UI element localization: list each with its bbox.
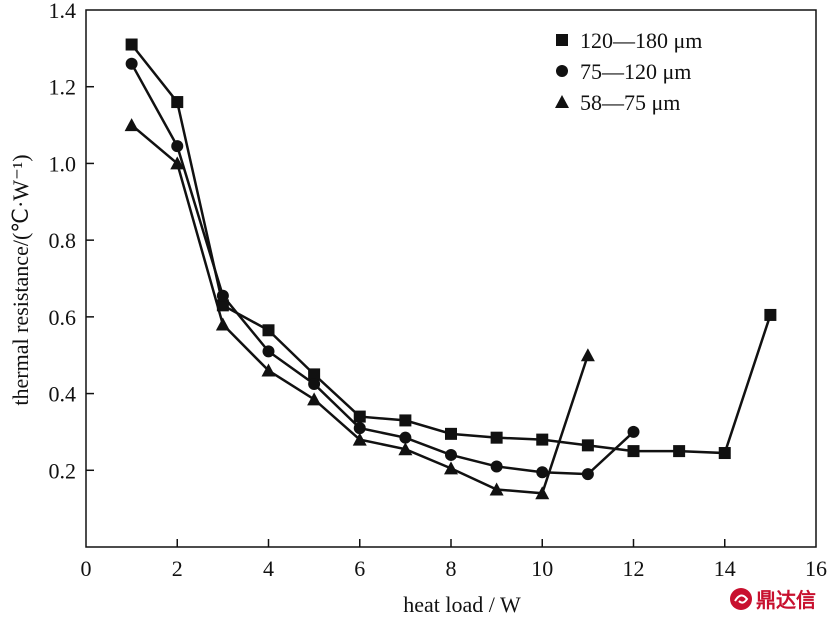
- legend-label-series-2: 75—120 μm: [580, 59, 691, 84]
- x-tick-label: 6: [354, 556, 365, 581]
- data-point-series-3: [170, 156, 185, 170]
- data-point-series-2: [581, 468, 594, 481]
- data-point-series-1: [627, 445, 640, 458]
- watermark: 鼎达信: [730, 588, 816, 612]
- y-tick-label: 0.4: [49, 382, 77, 407]
- data-point-series-1: [308, 368, 321, 381]
- data-point-series-1: [536, 433, 549, 446]
- x-tick-label: 2: [172, 556, 183, 581]
- x-tick-label: 8: [446, 556, 457, 581]
- swirl-logo-icon: [730, 588, 752, 610]
- data-point-series-3: [398, 442, 413, 456]
- y-tick-label: 0.6: [49, 305, 77, 330]
- data-point-series-3: [444, 461, 458, 475]
- x-tick-label: 12: [623, 556, 645, 581]
- data-point-series-2: [399, 431, 412, 444]
- data-point-series-2: [262, 345, 275, 358]
- data-point-series-3: [489, 482, 504, 496]
- data-point-series-3: [124, 118, 139, 132]
- data-point-series-3: [352, 432, 367, 446]
- data-point-series-2: [308, 377, 321, 390]
- x-axis-label: heat load / W: [403, 592, 521, 617]
- data-point-series-2: [125, 57, 138, 70]
- data-point-series-1: [673, 445, 686, 458]
- y-tick-label: 0.8: [49, 228, 77, 253]
- legend-marker-series-1: [556, 34, 568, 46]
- x-tick-label: 14: [714, 556, 736, 581]
- data-point-series-2: [536, 466, 549, 479]
- x-ticks: 0 2 4 6 8 10 12 14 16: [81, 539, 827, 581]
- data-point-series-1: [353, 410, 366, 423]
- data-point-series-1: [262, 324, 275, 337]
- data-point-series-1: [490, 431, 503, 444]
- y-tick-label: 0.2: [49, 458, 77, 483]
- data-point-series-2: [171, 140, 184, 153]
- watermark-text: 鼎达信: [756, 588, 816, 612]
- data-point-series-2: [445, 448, 457, 461]
- series-markers: [124, 38, 777, 500]
- y-axis-label: thermal resistance/(℃·W⁻¹): [8, 154, 33, 405]
- data-point-series-3: [535, 486, 550, 500]
- legend-marker-series-2: [556, 65, 568, 77]
- data-point-series-1: [764, 308, 777, 321]
- data-point-series-1: [445, 427, 457, 440]
- data-point-series-2: [490, 460, 503, 473]
- y-tick-label: 1.4: [49, 0, 77, 23]
- data-point-series-1: [581, 439, 594, 452]
- data-point-series-1: [171, 96, 184, 109]
- data-point-series-2: [353, 422, 366, 435]
- data-point-series-2: [216, 289, 229, 302]
- data-point-series-3: [580, 348, 595, 362]
- swirl-logo-mark: [734, 594, 749, 604]
- x-tick-label: 0: [81, 556, 92, 581]
- x-tick-label: 16: [805, 556, 827, 581]
- x-tick-label: 4: [263, 556, 274, 581]
- y-tick-label: 1.2: [49, 75, 77, 100]
- data-point-series-3: [261, 363, 276, 377]
- data-point-series-1: [399, 414, 412, 427]
- legend-marker-series-3: [555, 95, 569, 108]
- data-point-series-2: [627, 425, 640, 438]
- y-tick-label: 1.0: [49, 151, 77, 176]
- legend-label-series-1: 120—180 μm: [580, 28, 702, 53]
- data-point-series-1: [216, 299, 229, 312]
- x-tick-label: 10: [531, 556, 553, 581]
- data-point-series-1: [718, 447, 731, 460]
- legend: 120—180 μm 75—120 μm 58—75 μm: [555, 28, 702, 115]
- data-point-series-3: [215, 317, 230, 331]
- data-point-series-3: [307, 392, 322, 406]
- data-point-series-1: [125, 38, 138, 51]
- y-ticks: 0.2 0.4 0.6 0.8 1.0 1.2 1.4: [49, 0, 94, 483]
- legend-label-series-3: 58—75 μm: [580, 90, 680, 115]
